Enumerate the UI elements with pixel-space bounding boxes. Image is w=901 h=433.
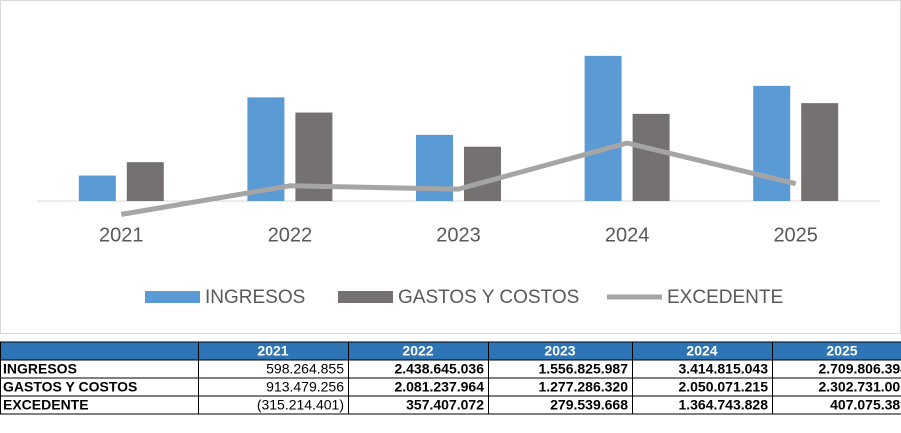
table-row-label: EXCEDENTE xyxy=(3,397,89,413)
table-cell: 2.302.731.005 xyxy=(818,379,901,395)
table-cell: (315.214.401) xyxy=(257,397,344,413)
bar xyxy=(78,175,116,201)
table-row-label: GASTOS Y COSTOS xyxy=(3,379,137,395)
bar xyxy=(464,146,501,201)
table-header: 2024 xyxy=(686,343,717,359)
table-cell: 2.050.071.215 xyxy=(678,379,768,395)
legend-label: EXCEDENTE xyxy=(667,287,783,308)
x-tick-label: 2021 xyxy=(99,224,144,246)
bar xyxy=(632,113,670,201)
table-cell: 1.556.825.987 xyxy=(538,361,628,377)
bar xyxy=(753,85,791,201)
x-tick-label: 2023 xyxy=(436,224,481,246)
table-header: 2023 xyxy=(544,343,575,359)
table-header-bg xyxy=(0,342,901,360)
legend-swatch xyxy=(338,291,393,303)
table-cell: 598.264.855 xyxy=(266,361,344,377)
table-cell: 1.277.286.320 xyxy=(538,379,628,395)
table-cell: 2.438.645.036 xyxy=(394,361,484,377)
table-cell: 357.407.072 xyxy=(406,397,484,413)
legend-label: INGRESOS xyxy=(205,287,305,308)
table-cell: 407.075.389 xyxy=(830,397,901,413)
x-tick-label: 2024 xyxy=(605,224,650,246)
legend-swatch xyxy=(145,291,200,303)
table-cell: 1.364.743.828 xyxy=(678,397,768,413)
bar xyxy=(126,162,164,201)
x-tick-label: 2022 xyxy=(268,224,313,246)
table-cell: 2.709.806.394 xyxy=(818,361,901,377)
table-header: 2022 xyxy=(402,343,433,359)
table-cell: 2.081.237.964 xyxy=(394,379,484,395)
legend-label: GASTOS Y COSTOS xyxy=(398,287,579,308)
bar xyxy=(584,55,622,201)
table-header: 2025 xyxy=(826,343,857,359)
table-cell: 3.414.815.043 xyxy=(678,361,768,377)
x-tick-label: 2025 xyxy=(773,224,818,246)
table-header: 2021 xyxy=(257,343,288,359)
table-row-label: INGRESOS xyxy=(3,361,77,377)
table-cell: 279.539.668 xyxy=(550,397,628,413)
table-cell: 913.479.256 xyxy=(266,379,344,395)
bar xyxy=(801,103,839,201)
line-series xyxy=(120,140,797,217)
bar xyxy=(247,97,285,201)
